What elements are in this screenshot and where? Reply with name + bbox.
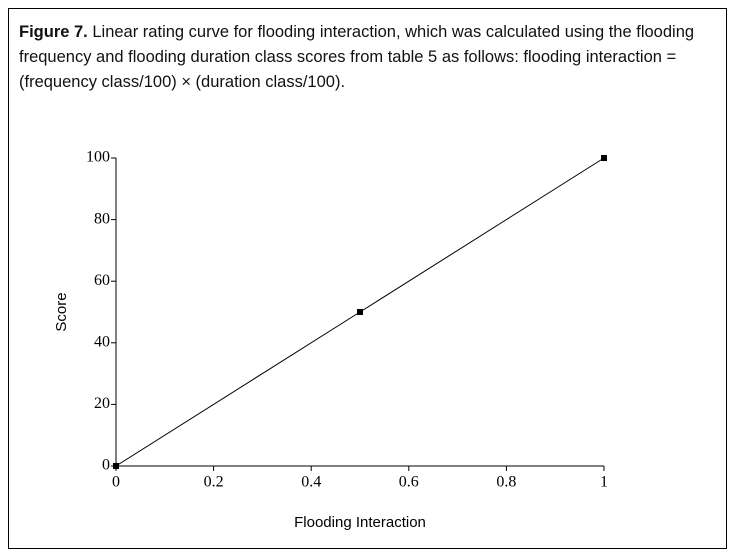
caption-label: Figure 7. (19, 23, 88, 41)
caption: Figure 7. Linear rating curve for floodi… (19, 20, 724, 95)
y-tick-label: 100 (86, 149, 110, 166)
x-tick-label: 0.6 (399, 474, 419, 491)
marker (357, 309, 363, 315)
x-tick-label: 0 (112, 474, 120, 491)
marker (601, 155, 607, 161)
x-tick-label: 1 (600, 474, 608, 491)
marker (113, 463, 119, 469)
x-tick-label: 0.2 (204, 474, 224, 491)
x-tick-label: 0.4 (301, 474, 321, 491)
y-tick-label: 20 (94, 395, 110, 412)
y-tick-label: 60 (94, 272, 110, 289)
y-tick-label: 80 (94, 210, 110, 227)
x-tick-label: 0.8 (496, 474, 516, 491)
y-tick-label: 40 (94, 333, 110, 350)
figure-frame (8, 8, 727, 549)
y-tick-label: 0 (102, 457, 110, 474)
caption-text: Linear rating curve for flooding interac… (19, 23, 695, 91)
y-axis-title: Score (53, 292, 70, 331)
x-axis-title: Flooding Interaction (294, 514, 426, 531)
